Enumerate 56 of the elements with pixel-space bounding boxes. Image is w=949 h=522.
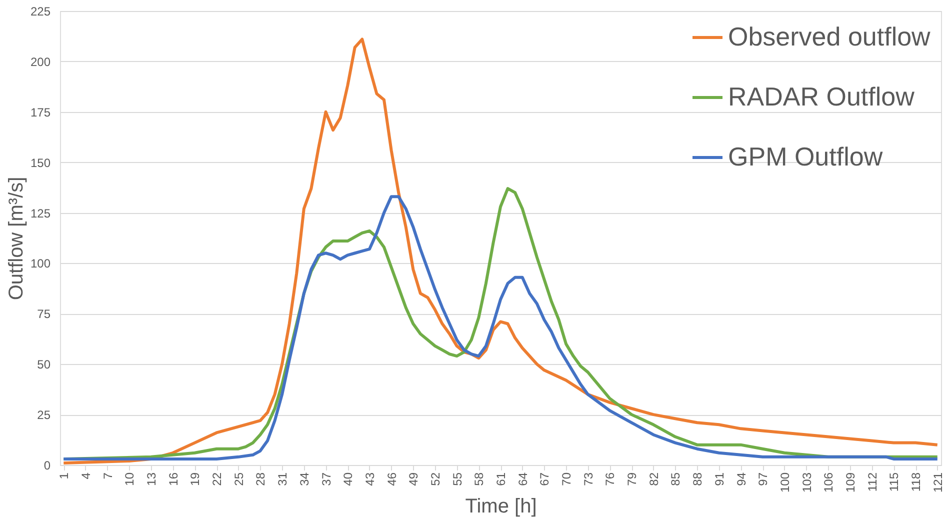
- y-tick-label: 200: [30, 54, 51, 69]
- x-tick-label: 64: [516, 472, 530, 486]
- x-tick-label: 37: [319, 472, 334, 486]
- y-tick-label: 25: [37, 408, 51, 422]
- x-tick-label: 94: [734, 472, 748, 486]
- x-tick-label: 79: [625, 472, 640, 486]
- x-tick-label: 121: [930, 472, 945, 493]
- x-axis-title: Time [h]: [465, 496, 537, 518]
- y-tick-label: 50: [37, 358, 51, 372]
- legend-label: Observed outflow: [728, 22, 931, 52]
- x-tick-label: 97: [756, 472, 770, 486]
- x-tick-label: 55: [450, 472, 464, 486]
- x-tick-label: 4: [78, 472, 93, 480]
- y-tick-label: 75: [37, 307, 51, 322]
- x-tick-label: 73: [581, 472, 596, 486]
- x-tick-label: 28: [254, 472, 268, 486]
- x-tick-label: 10: [122, 472, 137, 486]
- x-tick-label: 112: [865, 472, 880, 492]
- x-tick-label: 70: [560, 472, 574, 486]
- y-tick-label: 225: [30, 4, 51, 18]
- y-tick-label: 100: [30, 256, 51, 271]
- x-tick-label: 40: [341, 472, 356, 486]
- legend-label: GPM Outflow: [728, 142, 883, 172]
- x-tick-label: 115: [887, 472, 902, 492]
- x-tick-label: 31: [276, 472, 290, 486]
- x-tick-label: 103: [800, 472, 814, 493]
- x-tick-label: 58: [472, 472, 486, 486]
- x-tick-label: 109: [843, 472, 858, 493]
- x-tick-label: 118: [909, 472, 924, 492]
- y-tick-label: 175: [30, 105, 51, 120]
- x-tick-label: 67: [538, 472, 552, 486]
- x-tick-label: 82: [646, 472, 661, 486]
- x-tick-label: 43: [362, 472, 377, 486]
- x-tick-label: 7: [100, 472, 115, 480]
- x-tick-label: 22: [210, 472, 224, 486]
- x-tick-label: 19: [188, 472, 202, 486]
- y-tick-label: 125: [30, 206, 51, 220]
- x-tick-label: 16: [166, 472, 180, 486]
- y-tick-label: 150: [30, 156, 51, 170]
- x-tick-label: 61: [494, 472, 508, 486]
- x-tick-label: 91: [712, 472, 726, 486]
- x-tick-label: 34: [297, 472, 312, 486]
- x-tick-label: 100: [778, 472, 792, 493]
- x-tick-label: 106: [822, 472, 836, 493]
- x-tick-label: 76: [603, 472, 618, 486]
- y-tick-label: 0: [44, 458, 51, 472]
- x-tick-label: 88: [690, 472, 705, 486]
- x-tick-label: 46: [384, 472, 399, 486]
- legend-label: RADAR Outflow: [728, 82, 915, 112]
- x-tick-label: 1: [57, 472, 72, 480]
- x-tick-label: 25: [232, 472, 246, 486]
- y-axis-title: Outflow [m³/s]: [5, 176, 28, 300]
- x-tick-label: 49: [406, 472, 421, 486]
- x-tick-label: 13: [144, 472, 159, 486]
- x-tick-label: 52: [428, 472, 442, 486]
- x-tick-label: 85: [668, 472, 683, 486]
